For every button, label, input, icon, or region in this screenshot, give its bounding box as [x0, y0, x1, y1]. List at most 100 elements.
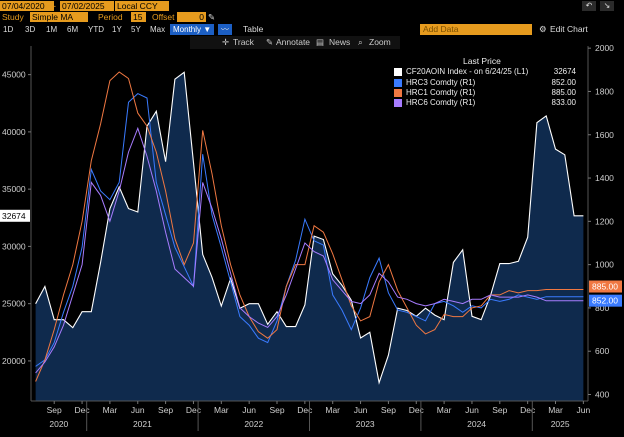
right-tick-label: 800: [595, 303, 609, 313]
offset-input[interactable]: 0: [177, 12, 206, 22]
pencil-icon[interactable]: ✎: [208, 12, 216, 22]
year-label: 2025: [551, 419, 570, 429]
track-icon[interactable]: ✛: [222, 37, 230, 47]
x-tick-label: Sep: [269, 405, 284, 415]
right-last-value-text: 885.00: [592, 282, 618, 292]
x-tick-label: Mar: [325, 405, 340, 415]
x-tick-label: Jun: [242, 405, 256, 415]
left-last-value-text: 32674: [2, 211, 26, 221]
legend-swatch: [394, 68, 402, 76]
right-tick-label: 1200: [595, 216, 614, 226]
legend-name: HRC3 Comdty (R1): [406, 78, 476, 87]
year-label: 2020: [49, 419, 68, 429]
study-toolbar: Study Simple MA Period 15 Offset 0 ✎: [0, 12, 624, 23]
year-label: 2023: [356, 419, 375, 429]
legend-header: Last Price: [463, 56, 501, 66]
area-series-layer: [35, 72, 584, 402]
table-button[interactable]: Table: [243, 24, 264, 34]
legend-name: HRC6 Comdty (R1): [406, 98, 476, 107]
range-6m[interactable]: 6M: [67, 25, 79, 34]
range-1d[interactable]: 1D: [3, 25, 14, 34]
legend-value: 32674: [553, 67, 576, 76]
x-tick-label: Jun: [576, 405, 590, 415]
x-tick-label: Dec: [74, 405, 90, 415]
period-input[interactable]: 15: [131, 12, 146, 22]
right-tick-label: 2000: [595, 43, 614, 53]
left-tick-label: 40000: [2, 127, 26, 137]
x-tick-label: Mar: [548, 405, 563, 415]
range-3d[interactable]: 3D: [25, 25, 36, 34]
legend-name: HRC1 Comdty (R1): [406, 88, 476, 97]
last-value-tags: 32674 885.00 852.00: [0, 209, 622, 307]
legend-value: 833.00: [551, 98, 576, 107]
chart-tools-bar: ✛ Track ✎ Annotate ▤ News ⌕ Zoom: [190, 36, 400, 49]
period-label: Period: [98, 12, 123, 22]
axes-layer: 20000 25000 30000 35000 40000 45000 400 600 800 1…: [2, 43, 614, 431]
series-area-fill: [35, 72, 584, 402]
x-tick-label: Mar: [214, 405, 229, 415]
news-icon[interactable]: ▤: [316, 37, 325, 47]
x-tick-label: Dec: [186, 405, 202, 415]
legend-swatch: [394, 79, 402, 87]
x-tick-label: Sep: [158, 405, 173, 415]
zoom-icon[interactable]: ⌕: [358, 37, 363, 47]
x-tick-label: Dec: [297, 405, 313, 415]
date-separator: -: [53, 1, 56, 11]
left-tick-label: 45000: [2, 70, 26, 80]
left-tick-label: 35000: [2, 184, 26, 194]
frequency-dropdown[interactable]: Monthly ▼: [170, 24, 215, 35]
currency-dropdown[interactable]: Local CCY: [115, 1, 169, 11]
add-data-input[interactable]: Add Data: [420, 24, 532, 35]
track-button[interactable]: Track: [233, 37, 254, 47]
study-label: Study: [2, 12, 24, 22]
legend-row-hrc6[interactable]: HRC6 Comdty (R1) 833.00: [394, 98, 580, 108]
range-max[interactable]: Max: [150, 25, 166, 34]
x-tick-label: Jun: [354, 405, 368, 415]
left-tick-label: 30000: [2, 241, 26, 251]
annotate-icon[interactable]: ✎: [266, 37, 274, 47]
right-tick-label: 400: [595, 390, 609, 400]
x-tick-label: Jun: [131, 405, 145, 415]
series-line-hrc3: [35, 93, 584, 367]
legend-row-cf20aoin[interactable]: CF20AOIN Index - on 6/24/25 (L1) 32674: [394, 67, 580, 77]
right-tick-label: 1400: [595, 173, 614, 183]
range-toolbar: 1D 3D 1M 6M YTD 1Y 5Y Max Monthly ▼ 〰 Ta…: [0, 23, 624, 36]
undo-icon[interactable]: ↶: [582, 1, 596, 11]
line-series-layer: [35, 71, 584, 385]
right-tick-label: 1800: [595, 86, 614, 96]
series-line-hrc6: [35, 126, 584, 374]
study-dropdown[interactable]: Simple MA: [30, 12, 88, 22]
right-tick-label: 600: [595, 346, 609, 356]
gear-icon[interactable]: ⚙: [539, 24, 547, 34]
x-tick-label: Sep: [492, 405, 507, 415]
year-label: 2024: [467, 419, 486, 429]
legend: Last Price CF20AOIN Index - on 6/24/25 (…: [390, 56, 582, 111]
zoom-button[interactable]: Zoom: [369, 37, 391, 47]
legend-row-hrc1[interactable]: HRC1 Comdty (R1) 885.00: [394, 88, 580, 98]
start-date-field[interactable]: 07/04/2020: [0, 1, 54, 11]
year-label: 2022: [244, 419, 263, 429]
year-label: 2021: [133, 419, 152, 429]
legend-name: CF20AOIN Index - on 6/24/25 (L1): [406, 67, 529, 76]
legend-row-hrc3[interactable]: HRC3 Comdty (R1) 852.00: [394, 78, 580, 88]
legend-value: 852.00: [551, 78, 576, 87]
x-tick-label: Sep: [47, 405, 62, 415]
right-last-value-text: 852.00: [592, 296, 618, 306]
annotate-button[interactable]: Annotate: [276, 37, 311, 47]
left-last-value-tag: [0, 209, 30, 222]
x-tick-label: Sep: [381, 405, 396, 415]
x-tick-label: Jun: [465, 405, 479, 415]
news-button[interactable]: News: [329, 37, 351, 47]
collapse-icon[interactable]: ↘: [600, 1, 614, 11]
range-ytd[interactable]: YTD: [88, 25, 104, 34]
range-1y[interactable]: 1Y: [112, 25, 122, 34]
series-line-cf20aoin: [35, 71, 584, 385]
x-tick-label: Mar: [103, 405, 118, 415]
edit-chart-button[interactable]: Edit Chart: [550, 24, 588, 34]
range-1m[interactable]: 1M: [46, 25, 58, 34]
end-date-field[interactable]: 07/02/2025: [60, 1, 114, 11]
offset-label: Offset: [152, 12, 175, 22]
range-5y[interactable]: 5Y: [131, 25, 141, 34]
chart-line-icon[interactable]: 〰: [218, 24, 232, 35]
right-last-value-tag: [589, 294, 622, 307]
